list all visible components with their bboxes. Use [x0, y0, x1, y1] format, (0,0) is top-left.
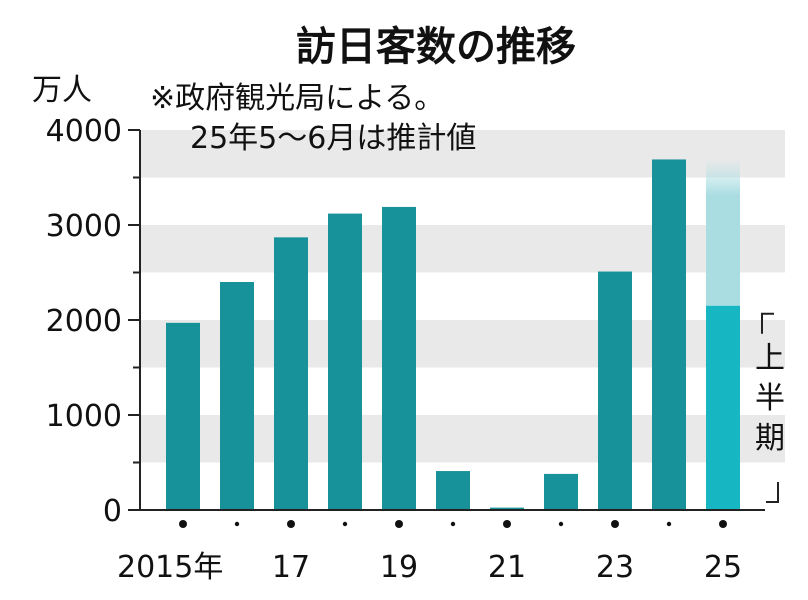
y-axis-unit: 万人 [32, 73, 92, 108]
note-line-2: 25年5～6月は推計値 [190, 121, 476, 156]
bar-2024 [652, 159, 686, 510]
bar-2022 [544, 473, 578, 510]
x-tick-dot [179, 520, 187, 528]
x-tick-dot [287, 520, 295, 528]
x-tick-dot [611, 520, 619, 528]
x-tick-label: 2015年 [117, 550, 223, 585]
bar-2025 [706, 305, 740, 510]
bars-group [166, 159, 740, 510]
bar-2021 [490, 507, 524, 510]
x-tick-dot [234, 521, 240, 527]
annotation-bracket-top [761, 312, 774, 334]
grid-band [140, 225, 785, 273]
x-tick-dot [503, 520, 511, 528]
x-tick-dot [719, 520, 727, 528]
y-tick-label: 3000 [46, 209, 122, 244]
x-tick-label: 19 [380, 550, 418, 585]
x-tick-dot [395, 520, 403, 528]
annotation-bracket-bottom [766, 482, 779, 503]
annotation-label: 上半期 [755, 341, 785, 456]
x-tick-dot [450, 521, 456, 527]
bar-2016 [220, 282, 254, 510]
x-tick-dot [558, 521, 564, 527]
y-tick-label: 4000 [46, 114, 122, 149]
x-tick-label: 17 [272, 550, 310, 585]
note-line-1: ※政府観光局による。 [150, 81, 444, 116]
bar-2015 [166, 322, 200, 510]
bar-2023 [598, 271, 632, 510]
bar-projection-2025 [706, 159, 740, 306]
x-tick-label: 21 [488, 550, 526, 585]
x-tick-labels: 2015年 17 19 21 23 25 [117, 520, 742, 585]
y-tick-label: 0 [103, 494, 122, 529]
bar-2017 [274, 237, 308, 510]
y-tick-label: 2000 [46, 304, 122, 339]
chart-title: 訪日客数の推移 [296, 24, 576, 70]
x-tick-dot [342, 521, 348, 527]
bar-2018 [328, 213, 362, 510]
x-tick-label: 23 [596, 550, 634, 585]
x-tick-label: 25 [704, 550, 742, 585]
bar-2020 [436, 471, 470, 510]
y-tick-labels: 0 1000 2000 3000 4000 [46, 114, 122, 529]
y-tick-label: 1000 [46, 399, 122, 434]
bar-2019 [382, 206, 416, 510]
first-half-annotation: 上半期 [755, 312, 785, 503]
axis-group [128, 129, 765, 511]
x-tick-dot [666, 521, 672, 527]
